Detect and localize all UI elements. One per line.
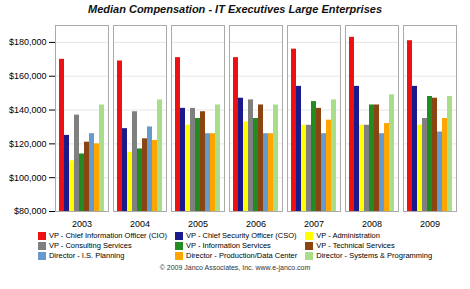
html-text:VP - Administration: VP - Administration [316,231,380,240]
html-text:Director - I.S. Planning: Director - I.S. Planning [48,251,125,260]
svg-text:2009: 2009 [420,219,440,229]
svg-text:2007: 2007 [304,219,324,229]
svg-text:$180,000: $180,000 [9,37,47,47]
html-text:VP - Chief Information Officer: VP - Chief Information Officer (CIO) [48,231,167,240]
svg-text:$140,000: $140,000 [9,105,47,115]
html-text:Median Compensation - IT Execu: Median Compensation - IT Executives Larg… [88,3,382,15]
svg-text:$100,000: $100,000 [9,173,47,183]
html-text:Director - Production/Data Cen: Director - Production/Data Center [186,251,298,260]
svg-text:2006: 2006 [246,219,266,229]
svg-text:$120,000: $120,000 [9,139,47,149]
html-text:VP - Technical Services: VP - Technical Services [316,241,395,250]
svg-text:$160,000: $160,000 [9,71,47,81]
svg-text:$80,000: $80,000 [14,206,47,216]
svg-text:2008: 2008 [362,219,382,229]
html-text:VP - Information Services: VP - Information Services [186,241,271,250]
html-text:VP - Consulting Services: VP - Consulting Services [48,241,132,250]
svg-text:2005: 2005 [188,219,208,229]
svg-text:2004: 2004 [130,219,150,229]
html-text:© 2009 Janco Associates, Inc.: © 2009 Janco Associates, Inc. www.e-janc… [159,264,311,271]
html-text:Director - Systems & Programmi: Director - Systems & Programming [316,251,433,260]
svg-text:2003: 2003 [72,219,92,229]
html-text:VP - Chief Security Officer (C: VP - Chief Security Officer (CSO) [186,231,297,240]
